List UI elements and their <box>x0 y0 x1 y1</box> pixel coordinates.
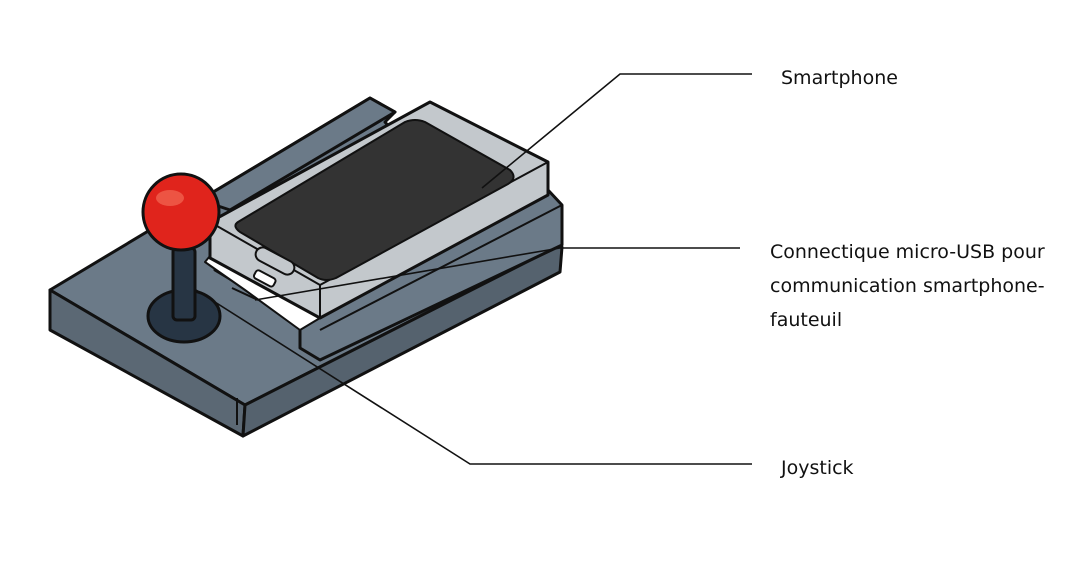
usb-leader-line <box>254 247 740 301</box>
smartphone-leader-line <box>481 73 752 189</box>
joystick <box>141 172 222 344</box>
micro-usb-label-line-1: Connectique micro-USB pour <box>770 241 1045 263</box>
smartphone-label: Smartphone <box>781 67 898 89</box>
micro-usb-label-line-2: communication smartphone- <box>770 275 1045 297</box>
joystick-leader-line <box>195 289 752 465</box>
smartphone-device <box>208 100 550 320</box>
micro-usb-label-line-3: fauteuil <box>770 309 843 331</box>
joystick-label: Joystick <box>781 457 854 479</box>
micro-usb-label: Connectique micro-USB pour communication… <box>770 235 1045 337</box>
